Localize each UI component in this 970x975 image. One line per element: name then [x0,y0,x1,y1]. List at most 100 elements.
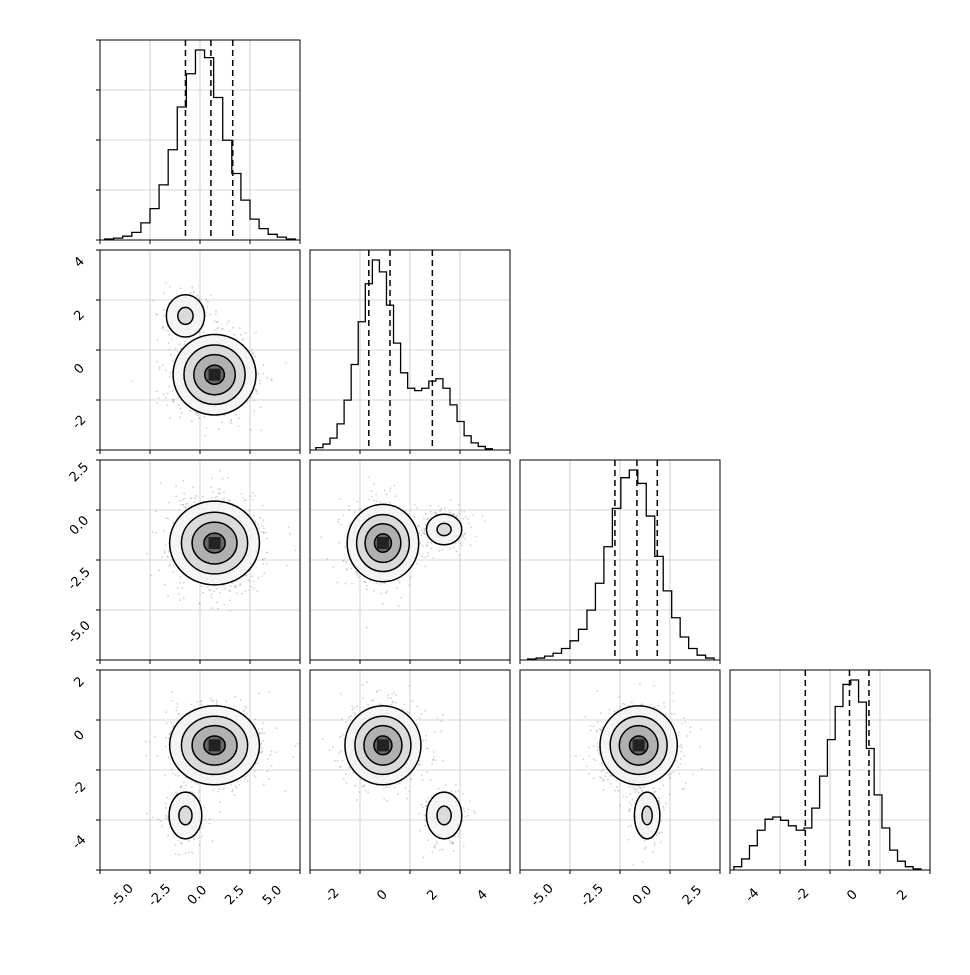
scatter-point [390,697,392,699]
scatter-point [345,561,347,563]
scatter-point [435,512,437,514]
panel-3-2 [520,668,720,874]
scatter-point [340,693,342,695]
scatter-point [186,503,188,505]
scatter-point [258,577,260,579]
scatter-point [159,366,161,368]
scatter-point [252,492,254,494]
scatter-point [177,713,179,715]
scatter-point [216,496,218,498]
scatter-point [284,790,286,792]
scatter-point [239,584,241,586]
scatter-point [365,790,367,792]
scatter-point [244,776,246,778]
scatter-point [450,843,452,845]
scatter-point [263,528,265,530]
scatter-point [601,777,603,779]
scatter-point [339,498,341,500]
scatter-point [430,511,432,513]
scatter-point [603,769,605,771]
scatter-point [224,588,226,590]
scatter-point [270,754,272,756]
scatter-point [408,791,410,793]
scatter-point [395,694,397,696]
scatter-point [339,736,341,738]
scatter-point [166,722,168,724]
scatter-point [199,844,201,846]
scatter-point [162,315,164,317]
scatter-point [332,746,334,748]
scatter-point [185,852,187,854]
scatter-point [430,505,432,507]
scatter-point [588,747,590,749]
scatter-point [390,487,392,489]
scatter-point [210,294,212,296]
scatter-point [192,486,194,488]
scatter-point [401,708,403,710]
scatter-point [175,853,177,855]
scatter-point [209,589,211,591]
scatter-point [246,707,248,709]
scatter-point [596,743,598,745]
scatter-point [222,478,224,480]
scatter-point [167,404,169,406]
scatter-point [183,582,185,584]
scatter-point [211,477,213,479]
scatter-point [213,591,215,593]
scatter-point [348,509,350,511]
scatter-point [343,559,345,561]
scatter-point [178,404,180,406]
scatter-point [408,584,410,586]
scatter-point [431,795,433,797]
scatter-point [356,574,358,576]
scatter-point [358,576,360,578]
scatter-point [165,282,167,284]
scatter-point [175,774,177,776]
scatter-point [208,823,210,825]
scatter-point [350,567,352,569]
scatter-point [182,499,184,501]
scatter-point [463,511,465,513]
scatter-point [292,756,294,758]
scatter-point [339,752,341,754]
scatter-point [251,350,253,352]
scatter-point [470,544,472,546]
scatter-point [345,583,347,585]
scatter-point [607,779,609,781]
scatter-point [171,691,173,693]
scatter-point [414,504,416,506]
scatter-point [164,550,166,552]
scatter-point [178,854,180,856]
scatter-point [465,516,467,518]
scatter-point [156,361,158,363]
scatter-point [391,700,393,702]
scatter-point [167,518,169,520]
contour [437,806,451,825]
scatter-point [198,417,200,419]
scatter-point [354,785,356,787]
scatter-point [440,510,442,512]
scatter-point [212,790,214,792]
scatter-point [346,569,348,571]
scatter-point [420,535,422,537]
scatter-point [157,339,159,341]
scatter-point [229,330,231,332]
scatter-point [387,694,389,696]
scatter-point [172,571,174,573]
scatter-point [419,553,421,555]
scatter-point [180,287,182,289]
scatter-point [261,743,263,745]
scatter-point [422,545,424,547]
scatter-point [460,543,462,545]
scatter-point [390,704,392,706]
scatter-point [410,778,412,780]
scatter-point [205,298,207,300]
scatter-point [179,343,181,345]
scatter-point [167,835,169,837]
scatter-point [172,521,174,523]
scatter-point [367,791,369,793]
scatter-point [464,533,466,535]
scatter-point [453,850,455,852]
scatter-point [164,584,166,586]
